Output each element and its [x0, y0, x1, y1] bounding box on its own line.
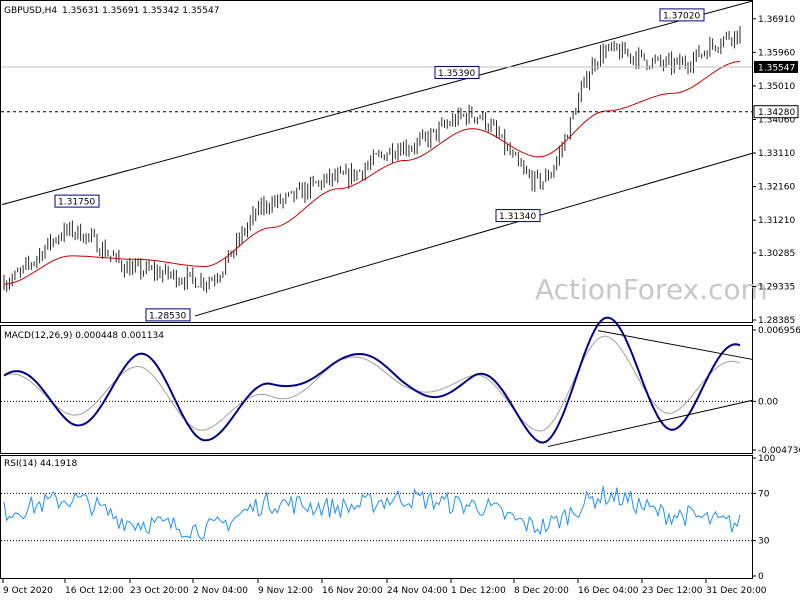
price-callout: 1.31750 — [54, 194, 100, 208]
level-price-box — [753, 105, 799, 119]
current-price-box — [754, 60, 798, 73]
rsi-header: RSI(14) 44.1918 — [4, 459, 77, 469]
time-tick-label: 23 Dec 12:00 — [642, 586, 703, 596]
chart-frames — [0, 0, 753, 579]
price-callout-label: 1.31340 — [499, 212, 536, 222]
price-callout: 1.37020 — [659, 8, 705, 22]
macd-tick-label: -0.004736 — [758, 446, 800, 456]
time-tick-label: 23 Oct 20:00 — [130, 586, 189, 596]
price-callout-box — [54, 194, 100, 208]
level-price-label: 1.34280 — [758, 108, 795, 118]
rsi-axis: 100 70 30 0 — [752, 454, 775, 582]
price-pane-frame — [0, 0, 753, 323]
macd-pane-frame — [0, 325, 753, 454]
watermark: ActionForex.com — [535, 273, 768, 306]
price-callout-label: 1.31750 — [58, 198, 95, 208]
price-tick-label: 1.36910 — [758, 15, 795, 25]
channel-upper-line — [1, 0, 753, 206]
price-overlay: 1.37020 1.35390 1.31750 1.31340 1.28530 — [1, 0, 753, 322]
current-price-label: 1.35547 — [758, 63, 795, 73]
macd-lower-trendline — [547, 399, 753, 448]
price-quote: 1.35631 1.35691 1.35342 1.35547 — [62, 6, 219, 16]
time-tick-label: 31 Dec 20:00 — [706, 586, 767, 596]
macd-signal-line — [3, 335, 741, 432]
rsi-pane-frame — [0, 455, 753, 579]
macd-tick-label: 0.006956 — [758, 326, 800, 336]
price-tick-label: 1.28385 — [758, 316, 795, 326]
time-tick-label: 24 Nov 04:00 — [387, 586, 448, 596]
price-tick-label: 1.33110 — [758, 149, 795, 159]
price-callout-box — [495, 209, 541, 223]
price-header: GBPUSD,H4 — [4, 6, 57, 16]
time-tick-label: 2 Nov 04:00 — [193, 586, 248, 596]
time-axis: 9 Oct 2020 16 Oct 12:00 23 Oct 20:00 2 Nov … — [2, 579, 767, 596]
price-callout-box — [659, 8, 705, 22]
rsi-tick-label: 70 — [758, 489, 770, 499]
macd-tick-label: 0.00 — [758, 397, 778, 407]
rsi-tick-label: 0 — [758, 572, 764, 582]
time-tick-label: 16 Dec 04:00 — [578, 586, 639, 596]
price-tick-label: 1.32160 — [758, 183, 795, 193]
price-callout-box — [434, 65, 480, 79]
price-callout-label: 1.35390 — [438, 69, 475, 79]
price-tick-label: 1.35010 — [758, 82, 795, 92]
macd-header: MACD(12,26,9) 0.000448 0.001134 — [4, 331, 164, 341]
rsi-line — [3, 486, 741, 540]
price-callout-label: 1.37020 — [663, 11, 700, 21]
price-callout: 1.31340 — [495, 209, 541, 223]
macd-upper-trendline — [597, 330, 753, 360]
price-callout-label: 1.28530 — [149, 311, 186, 321]
time-tick-label: 8 Dec 20:00 — [514, 586, 569, 596]
price-tick-label: 1.35960 — [758, 48, 795, 58]
rsi-tick-label: 30 — [758, 537, 770, 547]
price-callout: 1.35390 — [434, 65, 480, 79]
channel-lower-line — [194, 152, 753, 317]
price-tick-label: 1.31210 — [758, 216, 795, 226]
price-tick-label: 1.29335 — [758, 282, 795, 292]
time-tick-label: 1 Dec 12:00 — [451, 586, 506, 596]
moving-average-line — [3, 61, 741, 285]
price-axis: 1.36910 1.35960 1.35010 1.34060 1.33110 1.321… — [752, 15, 799, 326]
rsi-pane — [1, 486, 752, 542]
price-tick-label: 1.34060 — [758, 115, 795, 125]
time-tick-label: 9 Nov 12:00 — [258, 586, 313, 596]
macd-axis: 0.006956 0.00 -0.004736 — [752, 326, 800, 456]
macd-line — [3, 316, 741, 444]
rsi-tick-label: 100 — [758, 454, 775, 464]
price-callout-box — [145, 308, 191, 322]
price-tick-label: 1.30285 — [758, 249, 795, 259]
time-tick-label: 16 Nov 20:00 — [322, 586, 383, 596]
time-tick-label: 9 Oct 2020 — [3, 586, 53, 596]
macd-pane — [1, 316, 753, 448]
time-tick-label: 16 Oct 12:00 — [65, 586, 124, 596]
price-pane — [3, 26, 741, 293]
price-callout: 1.28530 — [145, 308, 191, 322]
